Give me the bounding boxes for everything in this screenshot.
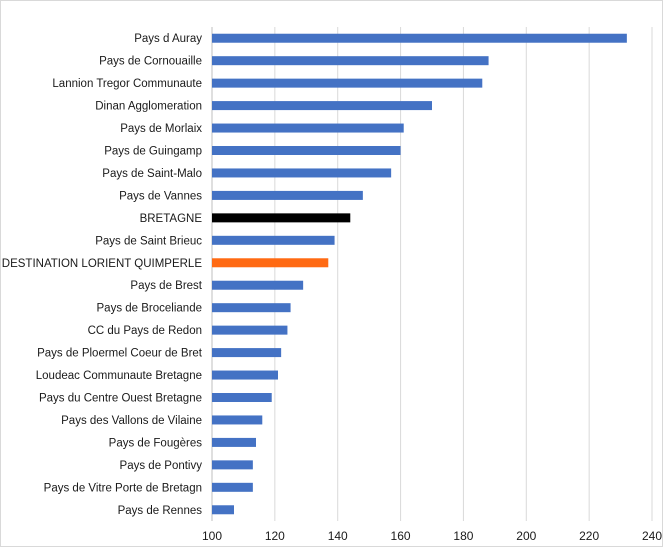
bar-12 xyxy=(212,303,291,313)
bar-18 xyxy=(212,437,256,447)
category-label-0: Pays d Auray xyxy=(134,33,202,45)
category-label-6: Pays de Saint-Malo xyxy=(102,168,202,180)
bar-7 xyxy=(212,190,363,200)
category-label-7: Pays de Vannes xyxy=(119,190,202,202)
category-labels: Pays d Auray Pays de Cornouaille Lannion T… xyxy=(2,33,203,517)
category-label-20: Pays de Vitre Porte de Bretagn xyxy=(44,482,202,494)
bar-15 xyxy=(212,370,278,380)
category-label-21: Pays de Rennes xyxy=(118,505,203,517)
bar-6 xyxy=(212,168,392,178)
category-label-16: Pays du Centre Ouest Bretagne xyxy=(39,393,202,405)
x-tick-label-220: 220 xyxy=(579,529,599,543)
category-label-3: Dinan Agglomeration xyxy=(95,101,202,113)
bar-14 xyxy=(212,348,282,358)
bar-0 xyxy=(212,33,627,43)
bar-13 xyxy=(212,325,288,335)
category-label-12: Pays de Broceliande xyxy=(97,303,202,315)
category-label-15: Loudeac Communaute Bretagne xyxy=(36,370,202,382)
bar-20 xyxy=(212,482,253,492)
bar-1 xyxy=(212,56,489,66)
x-tick-label-200: 200 xyxy=(516,529,536,543)
bar-16 xyxy=(212,393,272,402)
bar-21 xyxy=(212,505,234,515)
x-tick-label-180: 180 xyxy=(453,529,473,543)
bar-11 xyxy=(212,280,304,290)
category-label-10: DESTINATION LORIENT QUIMPERLE xyxy=(2,258,203,270)
category-label-14: Pays de Ploermel Coeur de Bret xyxy=(37,348,203,360)
x-tick-label-240: 240 xyxy=(642,529,662,543)
category-label-11: Pays de Brest xyxy=(130,280,202,292)
x-tick-label-120: 120 xyxy=(265,529,285,543)
bar-19 xyxy=(212,460,253,470)
x-tick-label-100: 100 xyxy=(202,529,222,543)
bar-5 xyxy=(212,146,401,155)
x-tick-label-160: 160 xyxy=(391,529,411,543)
bars xyxy=(212,33,627,515)
category-label-2: Lannion Tregor Communaute xyxy=(52,78,202,90)
category-label-5: Pays de Guingamp xyxy=(104,146,202,158)
bar-4 xyxy=(212,123,404,133)
bar-17 xyxy=(212,415,263,425)
category-label-8: BRETAGNE xyxy=(140,213,203,225)
category-label-17: Pays des Vallons de Vilaine xyxy=(61,415,202,427)
x-tick-label-140: 140 xyxy=(328,529,348,543)
bar-3 xyxy=(212,101,432,111)
category-label-4: Pays de Morlaix xyxy=(120,123,202,135)
category-label-19: Pays de Pontivy xyxy=(120,460,203,472)
x-tick-labels: 100 120 140 160 180 200 220 240 xyxy=(202,529,662,543)
category-label-13: CC du Pays de Redon xyxy=(88,325,202,337)
category-label-9: Pays de Saint Brieuc xyxy=(95,235,202,247)
bar-10 xyxy=(212,258,329,268)
category-label-18: Pays de Fougères xyxy=(109,437,203,449)
bar-8 xyxy=(212,213,351,223)
bar-2 xyxy=(212,78,483,88)
category-label-1: Pays de Cornouaille xyxy=(99,56,202,68)
bar-9 xyxy=(212,235,335,245)
